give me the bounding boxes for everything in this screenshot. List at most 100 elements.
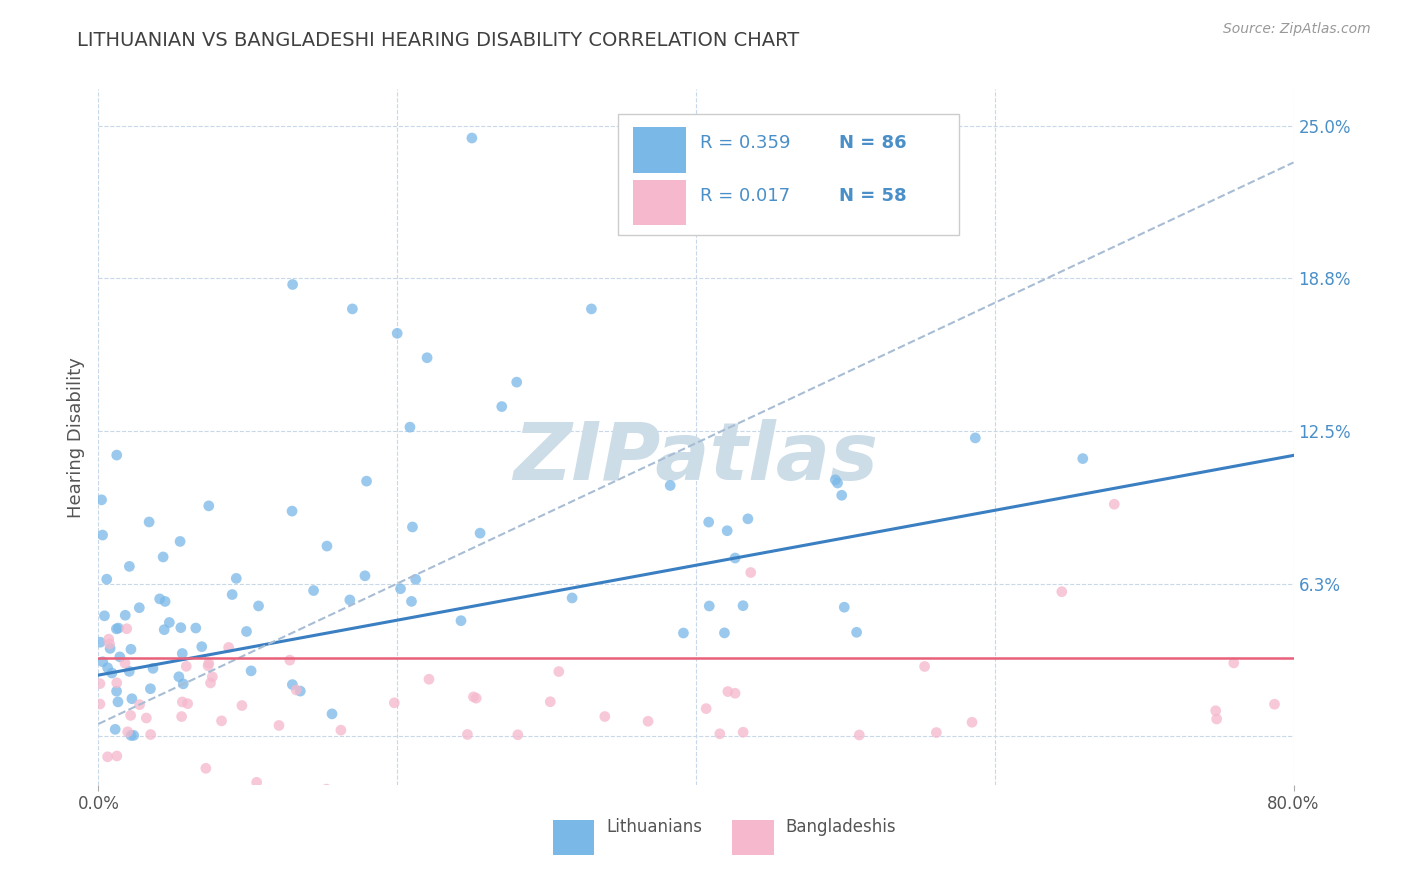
Point [329,723,352,738]
Point [356,474,378,488]
Point [97,749,120,764]
Point [200,676,222,690]
Point [1050,584,1073,599]
Point [731,599,754,613]
Point [221,588,243,602]
Point [672,626,695,640]
Point [713,626,735,640]
Point [281,677,304,691]
Point [385,326,409,341]
Point [465,691,488,706]
Point [89,635,111,649]
Point [107,621,129,635]
Point [246,775,269,789]
Point [281,504,304,518]
Point [138,515,160,529]
Point [1223,656,1246,670]
Point [1071,451,1094,466]
Point [121,691,143,706]
Point [231,698,253,713]
Point [848,728,870,742]
Point [461,131,484,145]
Point [105,676,128,690]
Text: Bangladeshis: Bangladeshis [786,818,896,836]
Point [506,728,529,742]
Point [201,670,224,684]
Point [114,608,136,623]
Text: LITHUANIAN VS BANGLADESHI HEARING DISABILITY CORRELATION CHART: LITHUANIAN VS BANGLADESHI HEARING DISABI… [77,31,800,50]
Point [491,400,513,414]
Point [170,709,193,723]
Point [98,637,121,651]
FancyBboxPatch shape [633,128,686,173]
Point [401,594,423,608]
Point [561,591,583,605]
Text: N = 86: N = 86 [839,135,907,153]
Point [149,591,172,606]
Point [153,594,176,608]
Text: ZIPatlas: ZIPatlas [513,419,879,497]
Point [456,727,478,741]
Point [107,695,129,709]
Point [724,686,747,700]
Point [235,624,257,639]
Point [824,473,846,487]
Point [321,706,343,721]
Point [114,656,136,670]
Point [142,661,165,675]
Point [290,684,312,698]
Point [97,632,120,647]
Point [153,623,176,637]
Point [827,475,849,490]
Point [965,431,987,445]
Point [960,715,983,730]
Point [172,677,194,691]
FancyBboxPatch shape [619,113,959,235]
Point [104,723,127,737]
Point [316,539,339,553]
Point [174,659,197,673]
Point [157,615,180,630]
Point [401,520,423,534]
Point [97,661,120,675]
Point [167,670,190,684]
Text: Lithuanians: Lithuanians [606,818,703,836]
Point [697,599,720,613]
Text: N = 58: N = 58 [839,186,907,204]
Point [117,724,139,739]
Point [101,666,124,681]
Point [176,697,198,711]
Point [740,566,762,580]
Point [197,499,219,513]
Point [128,600,150,615]
Point [108,649,131,664]
Point [717,684,740,698]
Point [581,301,603,316]
Text: R = 0.359: R = 0.359 [700,135,790,153]
Text: R = 0.017: R = 0.017 [700,186,790,204]
Point [593,709,616,723]
Point [105,622,128,636]
Point [225,571,247,585]
Point [315,782,337,797]
Point [506,375,529,389]
Point [468,526,491,541]
FancyBboxPatch shape [633,179,686,225]
Point [197,658,219,673]
Point [925,725,948,739]
Point [914,659,936,673]
Point [382,696,405,710]
Y-axis label: Hearing Disability: Hearing Disability [66,357,84,517]
Point [105,448,128,462]
Point [120,728,142,742]
Point [93,608,115,623]
Point [389,582,412,596]
Point [342,301,364,316]
Point [832,600,855,615]
Point [285,683,308,698]
Point [399,420,422,434]
Point [247,599,270,613]
Point [105,684,128,698]
Point [190,640,212,654]
Point [1263,697,1285,711]
